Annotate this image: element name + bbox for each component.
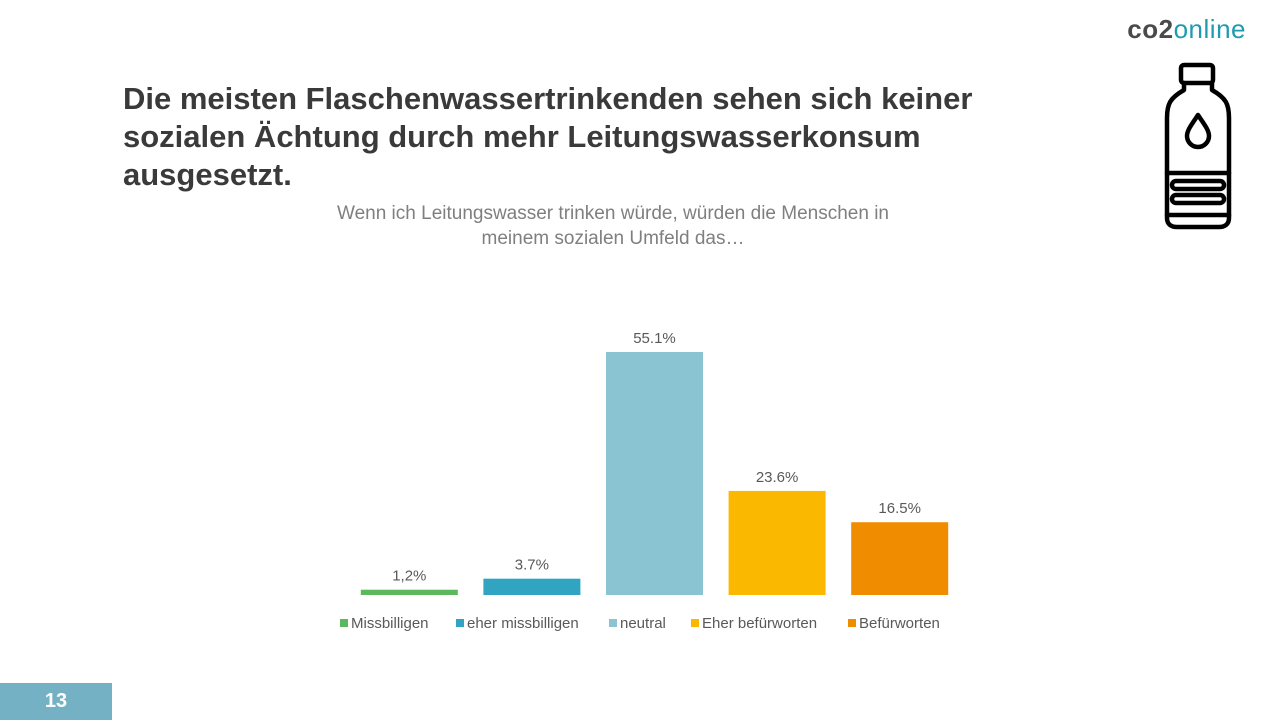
legend-label-eher-befuerworten: Eher befürworten [702,615,817,632]
bar-eher-missbilligen [483,578,581,595]
co2online-logo: co2online [1127,14,1246,45]
logo-co2: co2 [1127,14,1174,44]
data-label-eher-befuerworten: 23.6% [756,469,799,486]
legend-label-eher-missbilligen: eher missbilligen [467,615,579,632]
slide-title: Die meisten Flaschenwassertrinkenden seh… [123,81,973,192]
data-label-neutral: 55.1% [633,330,676,347]
bar-eher-befuerworten [728,490,826,595]
bar-neutral [606,352,703,595]
data-label-befuerworten: 16.5% [878,500,921,517]
legend-swatch-eher-missbilligen [456,619,464,627]
legend-swatch-befuerworten [848,619,856,627]
legend-swatch-neutral [609,619,617,627]
page-number: 13 [0,683,112,720]
chart-subtitle-line-1: Wenn ich Leitungswasser trinken würde, w… [336,203,889,224]
legend-label-befuerworten: Befürworten [859,615,940,632]
chart-subtitle: Wenn ich Leitungswasser trinken würde, w… [300,201,926,251]
logo-online: online [1173,14,1246,44]
water-bottle-icon [1164,62,1232,230]
legend-label-missbilligen: Missbilligen [351,615,429,632]
bar-befuerworten [851,522,949,595]
bar-missbilligen [360,589,458,595]
legend-label-neutral: neutral [620,615,666,632]
chart-subtitle-line-2: meinem sozialen Umfeld das… [481,228,745,249]
legend-swatch-eher-befuerworten [691,619,699,627]
data-label-missbilligen: 1,2% [392,568,426,585]
data-label-eher-missbilligen: 3.7% [515,557,549,574]
legend-swatch-missbilligen [340,619,348,627]
